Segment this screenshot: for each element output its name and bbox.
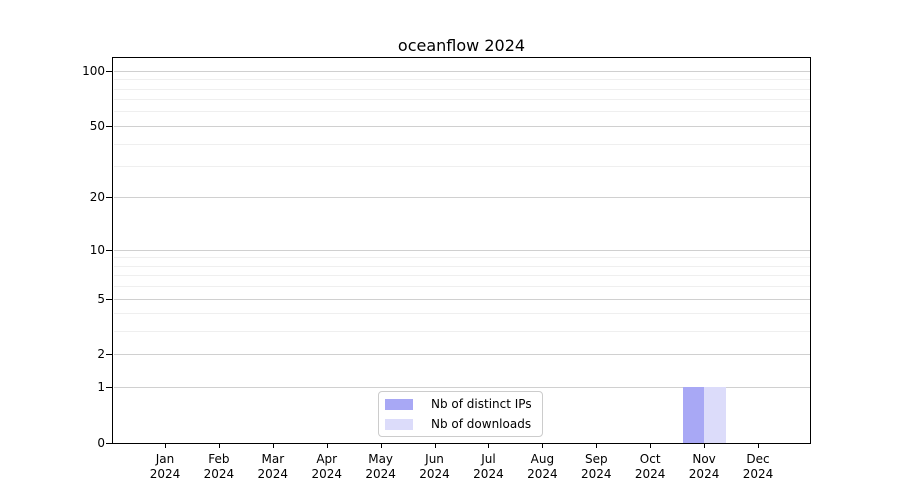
legend-entry-downloads: Nb of downloads <box>385 416 534 433</box>
minor-gridline <box>114 286 810 288</box>
major-gridline <box>114 197 810 199</box>
x-tick <box>596 443 598 448</box>
plot-area <box>112 57 811 444</box>
legend-label-distinct-ips: Nb of distinct IPs <box>431 397 532 411</box>
y-tick <box>106 197 112 199</box>
x-tick-label: Jan 2024 <box>149 452 181 481</box>
bar-nb-of-downloads <box>704 387 726 443</box>
x-tick-label: Jun 2024 <box>419 452 450 481</box>
bar-nb-of-distinct-ips <box>682 387 705 443</box>
major-gridline <box>114 298 810 300</box>
y-tick <box>106 249 112 251</box>
legend-swatch-downloads <box>385 418 413 430</box>
legend-label-downloads: Nb of downloads <box>431 417 532 431</box>
minor-gridline <box>114 313 810 315</box>
minor-gridline <box>114 79 810 81</box>
x-tick-label: Aug 2024 <box>527 452 558 481</box>
legend-entry-distinct-ips: Nb of distinct IPs <box>385 396 534 413</box>
x-tick-label: Jul 2024 <box>473 452 504 481</box>
minor-gridline <box>114 143 810 145</box>
x-tick-label: Nov 2024 <box>688 452 720 481</box>
x-tick <box>488 443 490 448</box>
x-tick <box>434 443 436 448</box>
x-tick-label: May 2024 <box>365 452 396 481</box>
minor-gridline <box>114 257 810 259</box>
legend-swatch-distinct-ips <box>385 398 413 410</box>
major-gridline <box>114 354 810 356</box>
minor-gridline <box>114 265 810 267</box>
y-tick <box>106 125 112 127</box>
x-tick <box>704 443 706 448</box>
x-tick-label: Dec 2024 <box>742 452 774 481</box>
x-tick-label: Feb 2024 <box>203 452 235 481</box>
y-tick-label: 10 <box>89 242 105 257</box>
x-tick <box>650 443 652 448</box>
x-tick-label: Oct 2024 <box>634 452 666 481</box>
x-tick-label: Mar 2024 <box>257 452 289 481</box>
x-tick <box>272 443 274 448</box>
major-gridline <box>114 125 810 127</box>
y-tick <box>106 354 112 356</box>
x-tick-label: Apr 2024 <box>311 452 342 481</box>
x-tick-label: Sep 2024 <box>580 452 612 481</box>
minor-gridline <box>114 275 810 277</box>
y-tick-label: 2 <box>97 347 105 362</box>
minor-gridline <box>114 111 810 113</box>
y-tick <box>106 387 112 389</box>
major-gridline <box>114 387 810 389</box>
y-tick-label: 1 <box>97 380 105 395</box>
x-tick <box>757 443 759 448</box>
minor-gridline <box>114 99 810 101</box>
x-tick <box>542 443 544 448</box>
minor-gridline <box>114 166 810 168</box>
x-tick <box>380 443 382 448</box>
y-tick-label: 0 <box>97 436 105 450</box>
y-tick <box>106 70 112 72</box>
y-tick-label: 100 <box>82 63 105 78</box>
y-tick <box>106 298 112 300</box>
y-tick-label: 20 <box>89 190 105 205</box>
x-tick <box>326 443 328 448</box>
y-tick-label: 50 <box>89 118 105 133</box>
x-tick <box>218 443 220 448</box>
minor-gridline <box>114 88 810 90</box>
major-gridline <box>114 70 810 72</box>
y-tick-label: 5 <box>97 291 105 306</box>
chart-title: oceanflow 2024 <box>397 36 526 55</box>
x-tick <box>165 443 166 448</box>
minor-gridline <box>114 331 810 333</box>
major-gridline <box>114 249 810 251</box>
y-tick <box>106 443 112 444</box>
legend: Nb of distinct IPs Nb of downloads <box>378 391 543 437</box>
